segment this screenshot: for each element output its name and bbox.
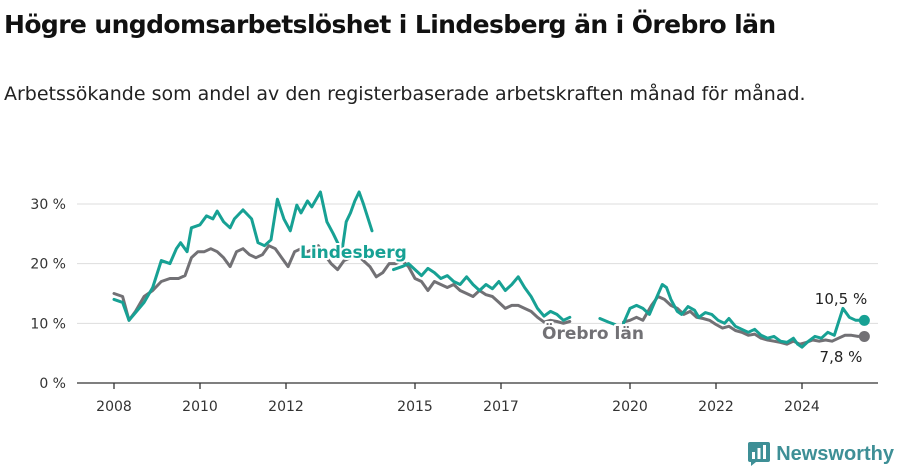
chart-title: Högre ungdomsarbetslöshet i Lindesberg ä… bbox=[4, 10, 776, 39]
y-tick-label: 0 % bbox=[39, 376, 66, 392]
x-tick-label: 2012 bbox=[268, 399, 304, 415]
label-lindesberg-halo: Lindesberg bbox=[300, 243, 407, 263]
x-tick-label: 2017 bbox=[483, 399, 519, 415]
x-tick-label: 2022 bbox=[698, 399, 734, 415]
value-label-lindesberg-halo: 10,5 % bbox=[815, 290, 867, 308]
chart-subtitle: Arbetssökande som andel av den registerb… bbox=[4, 83, 806, 105]
x-tick-label: 2008 bbox=[96, 399, 132, 415]
label-lindesberg: Lindesberg bbox=[300, 243, 407, 263]
x-tick-label: 2024 bbox=[784, 399, 820, 415]
newsworthy-logo: Newsworthy bbox=[748, 440, 894, 468]
value-label-orebro: 7,8 % bbox=[820, 348, 863, 366]
label-orebro: Örebro län bbox=[542, 322, 644, 344]
value-label-orebro-halo: 7,8 % bbox=[820, 348, 863, 366]
label-orebro-halo: Örebro län bbox=[542, 322, 644, 344]
x-tick-label: 2010 bbox=[182, 399, 218, 415]
newsworthy-logo-icon bbox=[748, 442, 771, 466]
x-tick-label: 2020 bbox=[612, 399, 648, 415]
y-tick-label: 20 % bbox=[30, 257, 66, 273]
series-line-lindesberg bbox=[112, 190, 866, 349]
x-tick-label: 2015 bbox=[397, 399, 433, 415]
y-tick-label: 10 % bbox=[30, 316, 66, 332]
end-point-lindesberg bbox=[858, 314, 870, 326]
value-label-lindesberg: 10,5 % bbox=[815, 290, 867, 308]
series-line-orebro bbox=[112, 244, 866, 346]
brand-name: Newsworthy bbox=[776, 442, 894, 465]
y-tick-label: 30 % bbox=[30, 197, 66, 213]
end-point-orebro bbox=[858, 330, 870, 342]
